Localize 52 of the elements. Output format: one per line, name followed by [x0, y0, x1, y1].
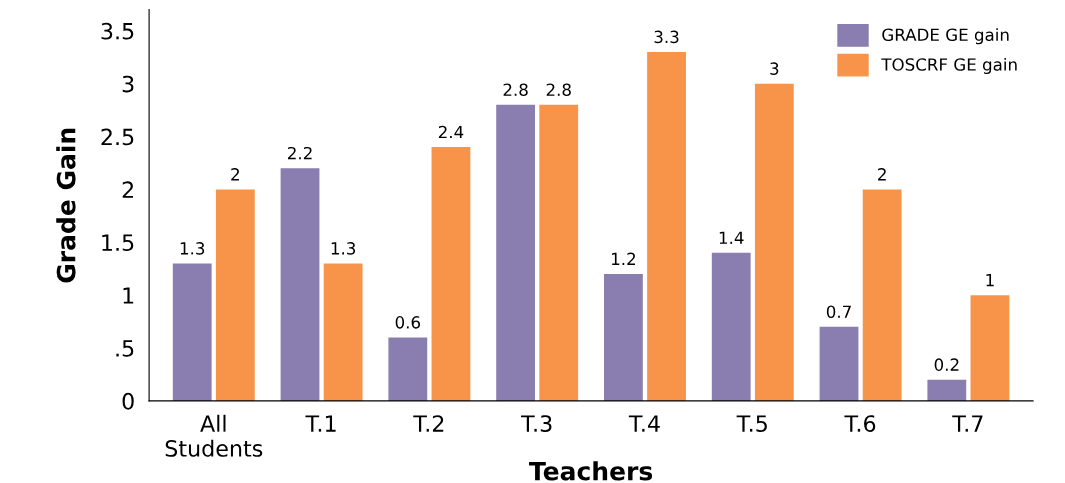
bar: [819, 326, 859, 401]
x-tick-label: T.7: [952, 415, 983, 432]
data-label: 3.3: [654, 30, 679, 44]
bar: [215, 189, 255, 401]
x-tick-label: T.2: [413, 415, 444, 432]
bar: [431, 147, 471, 401]
bar: [754, 83, 794, 401]
y-tick-label: 2: [122, 181, 133, 198]
x-tick-label: T.6: [844, 415, 876, 432]
x-tick-label: T.3: [521, 415, 552, 432]
x-tick-label: T.5: [736, 415, 767, 432]
bar: [604, 274, 643, 401]
y-tick-label: .5: [116, 340, 134, 357]
x-tick-label: All Students: [165, 414, 263, 457]
data-label: 3: [770, 62, 779, 75]
bar: [647, 51, 686, 401]
y-tick-label: 0: [122, 392, 134, 410]
data-label: 2: [231, 168, 239, 181]
x-tick-label: T.1: [305, 415, 336, 432]
data-label: 2.8: [503, 83, 528, 97]
y-tick-label: 1.5: [102, 234, 134, 252]
x-axis-title: Teachers: [529, 461, 653, 481]
bar: [539, 104, 579, 401]
data-label: 0.2: [934, 358, 959, 371]
y-tick-label: 3.5: [101, 22, 134, 40]
bar: [711, 252, 751, 401]
y-axis-title: Grade Gain: [56, 128, 76, 283]
data-label: 1.2: [611, 252, 635, 265]
data-label: 2.8: [546, 83, 571, 97]
data-label: 2.4: [438, 125, 464, 139]
legend-label: GRADE GE gain: [882, 28, 1009, 45]
legend-label: TOSCRF GE gain: [881, 57, 1017, 75]
bar: [862, 189, 902, 401]
data-label: 1.3: [331, 242, 356, 255]
y-tick-label: 1: [123, 287, 134, 304]
bar: [172, 263, 212, 401]
bar: [927, 379, 967, 401]
bar: [388, 337, 428, 401]
data-label: 0.7: [826, 305, 851, 319]
y-tick-label: 2.5: [101, 128, 134, 146]
bar: [323, 263, 363, 401]
data-label: 1: [986, 273, 994, 287]
bar: [970, 295, 1010, 401]
data-label: 2.2: [287, 146, 312, 160]
data-label: 1.3: [180, 242, 205, 255]
data-label: 1.4: [719, 231, 744, 244]
x-tick-label: T.4: [628, 415, 660, 432]
y-tick-label: 3: [122, 75, 134, 93]
bar: [496, 104, 536, 401]
bar: [280, 168, 320, 401]
data-label: 0.6: [395, 316, 421, 329]
data-label: 2: [878, 168, 886, 181]
